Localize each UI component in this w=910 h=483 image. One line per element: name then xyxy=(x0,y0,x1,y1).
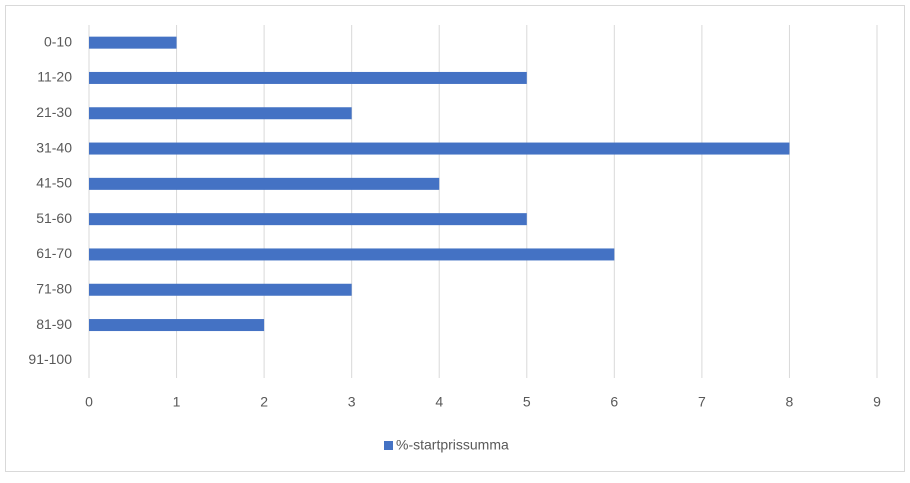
y-tick-label: 71-80 xyxy=(36,280,72,296)
x-tick-label: 4 xyxy=(435,394,443,410)
y-tick-label: 21-30 xyxy=(36,104,72,120)
x-tick-label: 8 xyxy=(786,394,794,410)
x-tick-label: 3 xyxy=(348,394,356,410)
x-tick-label: 7 xyxy=(698,394,706,410)
legend-swatch xyxy=(384,441,393,450)
x-tick-label: 0 xyxy=(85,394,93,410)
bar xyxy=(89,36,177,49)
x-tick-label: 2 xyxy=(260,394,268,410)
bar xyxy=(89,71,527,84)
bar xyxy=(89,213,527,226)
y-tick-label: 91-100 xyxy=(28,351,72,367)
x-tick-label: 5 xyxy=(523,394,531,410)
y-tick-label: 0-10 xyxy=(44,33,72,49)
x-tick-label: 1 xyxy=(173,394,181,410)
y-tick-label: 51-60 xyxy=(36,210,72,226)
x-tick-label: 9 xyxy=(873,394,881,410)
bar xyxy=(89,177,440,190)
y-tick-label: 11-20 xyxy=(37,69,72,85)
bar xyxy=(89,319,265,332)
y-tick-label: 81-90 xyxy=(36,316,72,332)
bar xyxy=(89,142,790,155)
bar xyxy=(89,283,352,296)
y-tick-label: 31-40 xyxy=(36,139,72,155)
bar xyxy=(89,248,615,261)
y-tick-label: 61-70 xyxy=(36,245,72,261)
legend-label: %-startprissumma xyxy=(396,437,509,453)
bar xyxy=(89,107,352,120)
x-tick-label: 6 xyxy=(610,394,618,410)
y-tick-label: 41-50 xyxy=(36,175,72,191)
